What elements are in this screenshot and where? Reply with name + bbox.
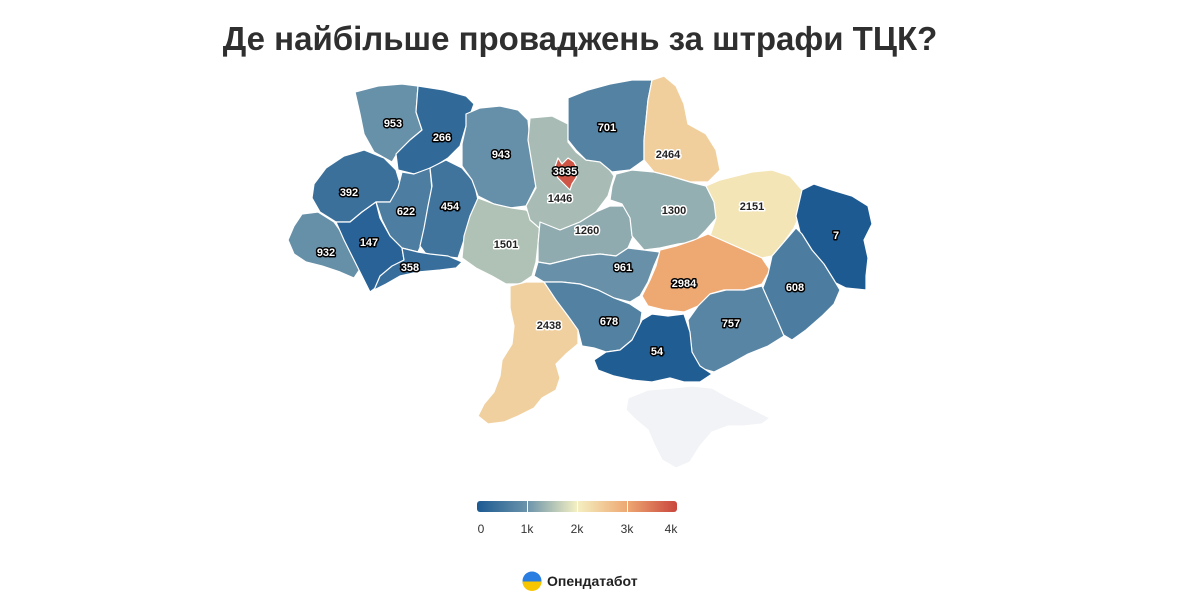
region-value-label: 266 bbox=[433, 132, 451, 144]
region-value-label: 1300 bbox=[662, 205, 686, 217]
region-value-label: 757 bbox=[722, 318, 740, 330]
opendatabot-logo-icon bbox=[522, 571, 542, 591]
region-khmelnytskyi[interactable] bbox=[419, 159, 479, 259]
region-crimea[interactable] bbox=[625, 385, 771, 469]
brand-logo[interactable]: Опендатабот bbox=[522, 570, 638, 592]
region-value-label: 147 bbox=[360, 237, 378, 249]
region-kherson[interactable] bbox=[593, 313, 713, 383]
region-kharkiv[interactable] bbox=[705, 169, 803, 259]
region-value-label: 392 bbox=[340, 187, 358, 199]
region-value-label: 2984 bbox=[672, 278, 697, 290]
region-value-label: 454 bbox=[441, 201, 460, 213]
legend-label-1k: 1k bbox=[520, 522, 534, 536]
region-kyiv-city[interactable] bbox=[553, 157, 579, 191]
region-value-label: 678 bbox=[600, 316, 618, 328]
region-value-label: 3835 bbox=[553, 166, 577, 178]
legend-label-0: 0 bbox=[477, 522, 485, 536]
region-value-label: 1446 bbox=[548, 193, 572, 205]
region-value-label: 2438 bbox=[537, 320, 561, 332]
region-value-label: 1260 bbox=[575, 225, 599, 237]
region-zakarpattia[interactable] bbox=[287, 211, 363, 279]
legend-tick bbox=[627, 501, 628, 512]
chart-title: Де найбільше проваджень за штрафи ТЦК? bbox=[222, 20, 938, 57]
region-sumy[interactable] bbox=[643, 75, 721, 183]
region-value-label: 961 bbox=[614, 262, 632, 274]
legend-label-4k: 4k bbox=[664, 522, 678, 536]
region-value-label: 54 bbox=[651, 346, 664, 358]
region-value-label: 932 bbox=[317, 247, 335, 259]
color-legend: 0 1k 2k 3k 4k bbox=[477, 501, 677, 538]
region-value-label: 701 bbox=[598, 122, 616, 134]
region-value-label: 943 bbox=[492, 149, 510, 161]
region-value-label: 608 bbox=[786, 282, 804, 294]
region-value-label: 622 bbox=[397, 206, 415, 218]
region-value-label: 953 bbox=[384, 118, 402, 130]
region-value-label: 7 bbox=[833, 230, 839, 242]
legend-tick bbox=[577, 501, 578, 512]
region-value-label: 2464 bbox=[656, 149, 681, 161]
legend-labels: 0 1k 2k 3k 4k bbox=[477, 522, 678, 538]
region-chernivtsi[interactable] bbox=[373, 247, 463, 291]
legend-label-2k: 2k bbox=[570, 522, 584, 536]
region-vinnytsia[interactable] bbox=[461, 197, 541, 285]
legend-color-bar bbox=[477, 501, 677, 512]
region-value-label: 1501 bbox=[494, 239, 518, 251]
brand-name: Опендатабот bbox=[547, 573, 638, 589]
legend-tick bbox=[527, 501, 528, 512]
region-value-label: 358 bbox=[401, 262, 419, 274]
region-value-label: 2151 bbox=[740, 201, 764, 213]
legend-label-3k: 3k bbox=[620, 522, 634, 536]
